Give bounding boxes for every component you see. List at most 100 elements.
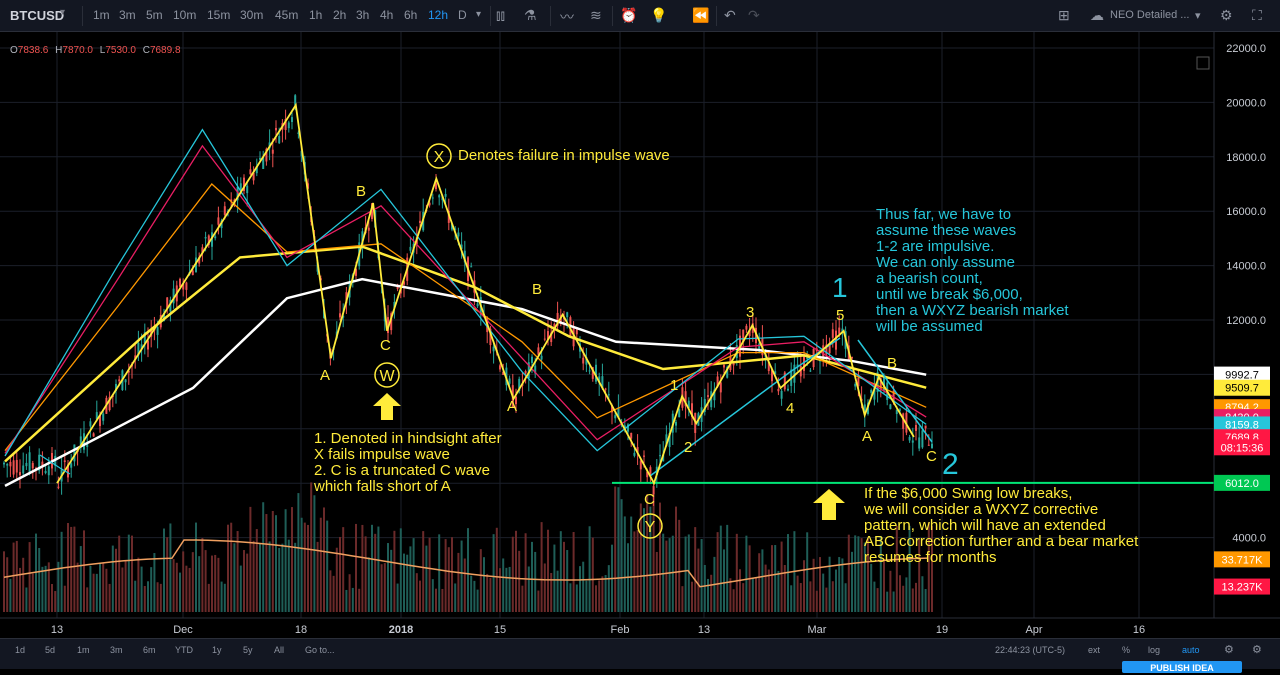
layout-name[interactable]: NEO Detailed ... <box>1110 9 1190 21</box>
volume-bar <box>166 537 169 612</box>
chart-menu-icon[interactable] <box>1196 56 1210 70</box>
clock: 22:44:23 (UTC-5) <box>995 645 1066 655</box>
candle-body <box>198 257 201 264</box>
tf-6h[interactable]: 6h <box>404 8 418 22</box>
price-badge <box>1214 578 1270 595</box>
volume-bar <box>249 506 252 612</box>
candle-body <box>604 388 607 390</box>
indicators-icon[interactable]: ⚗ <box>524 7 537 23</box>
layout-dropdown-icon[interactable]: ▾ <box>1195 10 1201 22</box>
tf-15m[interactable]: 15m <box>207 8 231 22</box>
range-6m[interactable]: 6m <box>143 645 156 655</box>
percent-toggle[interactable]: % <box>1122 645 1131 655</box>
scale-settings-icon[interactable]: ⚙ <box>1252 644 1262 656</box>
tf-1m[interactable]: 1m <box>93 8 110 22</box>
volume-bar <box>415 573 418 612</box>
cloud-icon[interactable]: ☁ <box>1090 7 1104 23</box>
tf-12h[interactable]: 12h <box>428 8 449 22</box>
undo-icon[interactable]: ↶ <box>724 7 736 23</box>
range-1d[interactable]: 1d <box>15 645 26 655</box>
candle-body <box>489 328 492 346</box>
symbol-search[interactable]: BTCUSD <box>10 8 65 23</box>
price-tick-label: 22000.0 <box>1226 43 1266 55</box>
price-chart[interactable]: A B C A B C 1 2 3 4 5 A B C X Denotes fa… <box>0 32 1280 638</box>
settings-icon[interactable]: ⚙ <box>1220 7 1233 23</box>
price-badge-label: 9992.7 <box>1225 370 1259 382</box>
volume-bar <box>377 526 380 612</box>
volume-bar <box>710 574 713 612</box>
volume-bar <box>553 544 556 612</box>
time-tick-label: 2018 <box>389 624 413 636</box>
tf-2h[interactable]: 2h <box>333 8 347 22</box>
volume-bar <box>76 562 79 612</box>
range-1m[interactable]: 1m <box>77 645 90 655</box>
symbol-caret-icon[interactable]: ▾ <box>60 7 66 18</box>
tf-3m[interactable]: 3m <box>119 8 136 22</box>
time-axis-ticks[interactable]: 13 Dec 18 2018 15 Feb 13 Mar 19 Apr 16 <box>51 624 1145 636</box>
range-5d[interactable]: 5d <box>45 645 56 655</box>
price-tick-label: 14000.0 <box>1226 261 1266 273</box>
volume-bar <box>393 530 396 612</box>
interval-dropdown-icon[interactable]: ▾ <box>476 9 482 20</box>
volume-bar <box>886 591 889 612</box>
volume-bar <box>700 539 703 612</box>
tf-5m[interactable]: 5m <box>146 8 163 22</box>
goto-date[interactable]: Go to... <box>305 645 335 655</box>
candle-body <box>156 327 159 335</box>
price-badge-label: 6012.0 <box>1225 478 1259 490</box>
volume-bar <box>723 549 725 612</box>
price-badge <box>1214 439 1270 456</box>
wave-label-5: 5 <box>836 307 844 324</box>
idea-icon[interactable]: 💡 <box>650 7 668 23</box>
tf-1h[interactable]: 1h <box>309 8 323 22</box>
candle-body <box>169 299 172 312</box>
ext-toggle[interactable]: ext <box>1088 645 1101 655</box>
volume-bar <box>57 561 60 612</box>
range-all[interactable]: All <box>274 645 285 655</box>
note-impulse-line: then a WXYZ bearish market <box>876 302 1069 319</box>
volume-bar <box>751 577 754 612</box>
range-ytd[interactable]: YTD <box>175 645 193 655</box>
volume-bar <box>396 583 399 612</box>
redo-icon[interactable]: ↷ <box>748 7 760 23</box>
compare-icon[interactable]: 〰 <box>560 9 574 25</box>
volume-bar <box>390 549 393 612</box>
volume-bar <box>639 503 642 612</box>
volume-bar <box>745 535 748 612</box>
tf-45m[interactable]: 45m <box>275 8 299 22</box>
fullscreen-icon[interactable]: ⛶ <box>1252 7 1262 23</box>
publish-idea-button[interactable]: PUBLISH IDEA <box>1122 661 1242 673</box>
scale-settings-icon[interactable]: ⚙ <box>1224 644 1234 656</box>
tf-10m[interactable]: 10m <box>173 8 197 22</box>
volume-bar <box>278 547 281 612</box>
volume-bar <box>47 562 50 612</box>
candle-body <box>918 437 921 449</box>
candle-body <box>556 312 559 326</box>
tf-3h[interactable]: 3h <box>356 8 370 22</box>
price-axis[interactable] <box>1214 32 1280 618</box>
volume-bar <box>233 543 236 612</box>
candle-body <box>438 195 441 198</box>
volume-bar <box>537 590 540 612</box>
tf-4h[interactable]: 4h <box>380 8 394 22</box>
tf-d[interactable]: D <box>458 8 467 22</box>
volume-bar <box>6 557 9 612</box>
range-3m[interactable]: 3m <box>110 645 123 655</box>
time-tick-label: 13 <box>51 624 63 636</box>
volume-bar <box>230 522 233 612</box>
log-toggle[interactable]: log <box>1148 645 1161 655</box>
auto-toggle[interactable]: auto <box>1182 645 1200 655</box>
layout-grid-icon[interactable]: ⊞ <box>1058 7 1070 23</box>
volume-bar <box>515 530 517 612</box>
fib-icon[interactable]: ≋ <box>590 7 602 23</box>
candles-icon[interactable]: ⫾⫾ <box>496 7 505 23</box>
range-5y[interactable]: 5y <box>243 645 253 655</box>
candle-body <box>451 223 453 230</box>
alert-icon[interactable]: ⏰ <box>620 7 638 23</box>
range-1y[interactable]: 1y <box>212 645 222 655</box>
note-impulse-line: Thus far, we have to <box>876 206 1011 223</box>
volume-bar <box>518 550 521 612</box>
note-w: 1. Denoted in hindsight after X fails im… <box>313 430 502 495</box>
replay-icon[interactable]: ⏪ <box>692 7 710 23</box>
tf-30m[interactable]: 30m <box>240 8 264 22</box>
